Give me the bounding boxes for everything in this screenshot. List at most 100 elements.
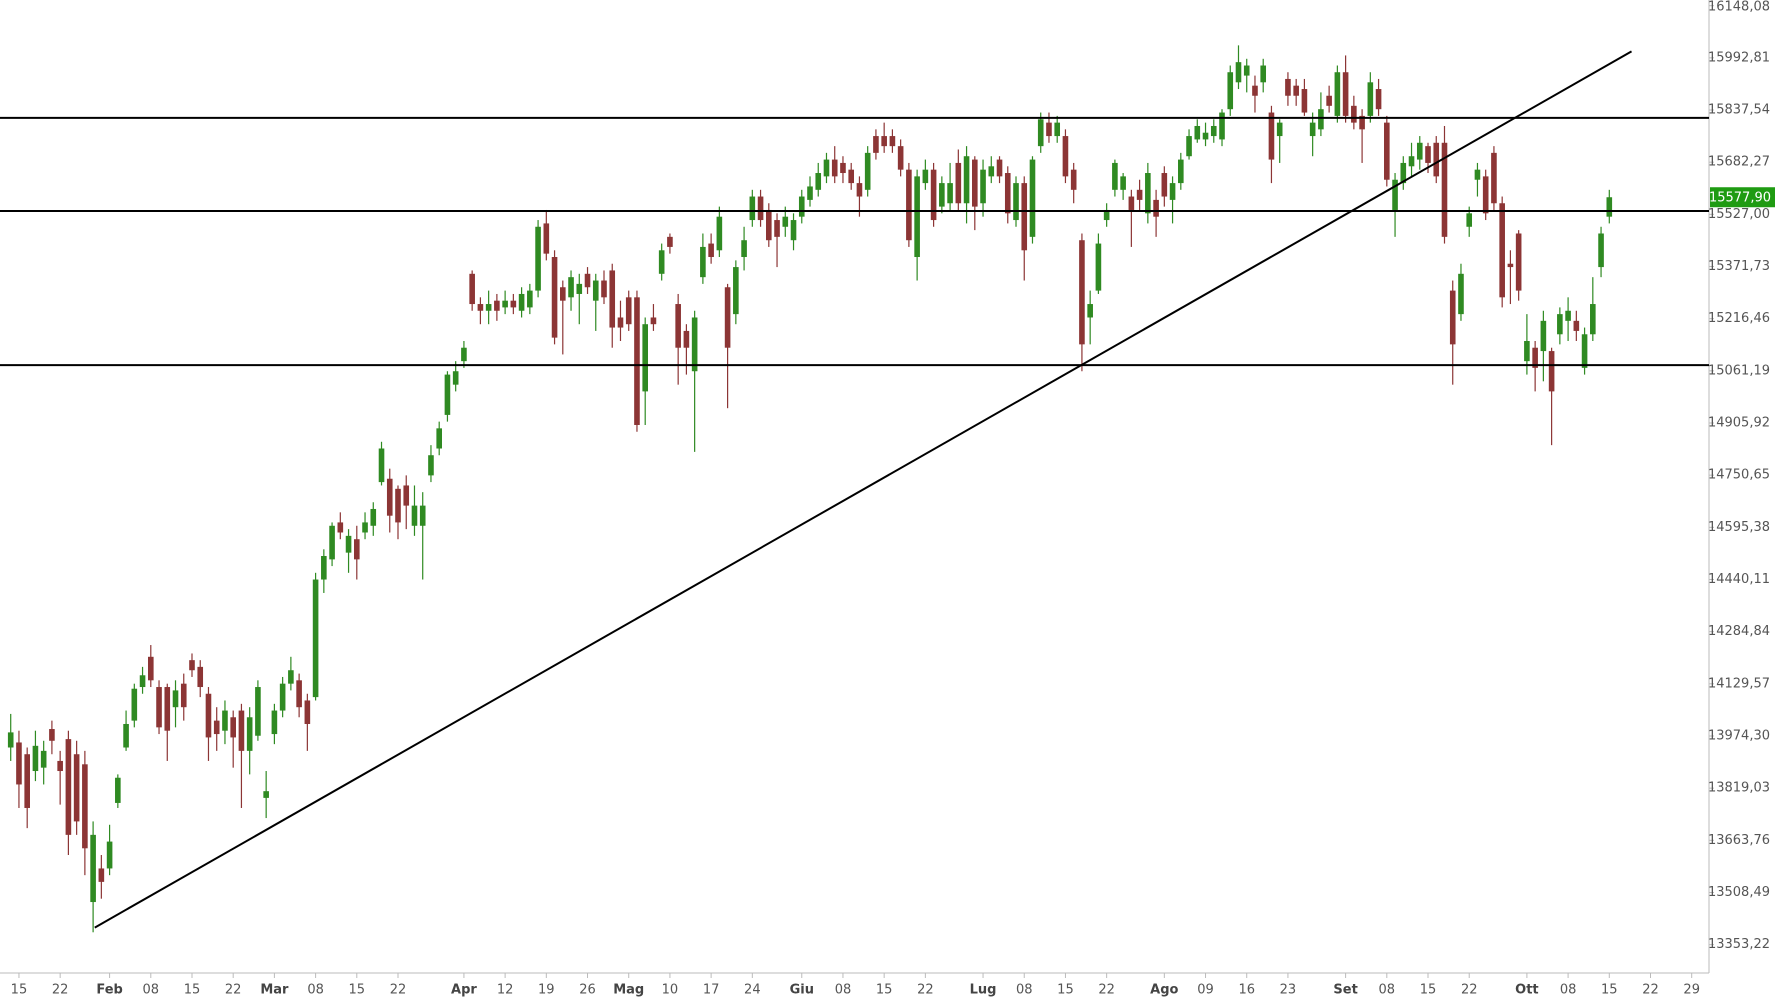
x-tick-label: Mag (613, 983, 644, 998)
x-tick-label: 08 (835, 983, 852, 998)
candle-body (1004, 173, 1011, 214)
y-tick-label: 15527,00 (1708, 207, 1770, 222)
candle-body (1359, 115, 1365, 130)
x-tick-label: 29 (1683, 983, 1700, 998)
candle-body (370, 508, 377, 526)
candle-body (1293, 85, 1299, 96)
candle-body (1433, 142, 1440, 177)
candle-body (189, 660, 195, 671)
candle-body (1145, 173, 1151, 214)
candle-body (469, 273, 475, 305)
candle-body (461, 347, 467, 362)
candle-body (1062, 136, 1069, 177)
candle-body (1210, 125, 1217, 137)
x-tick-label: 22 (917, 983, 934, 998)
candle-body (1079, 240, 1085, 345)
y-tick-label: 15061,19 (1708, 363, 1770, 378)
candle-body (568, 277, 574, 298)
candle-body (1046, 122, 1052, 137)
candle-body (601, 280, 607, 298)
x-tick-label: 22 (1461, 983, 1478, 998)
candle-body (164, 687, 171, 731)
candle-body (675, 304, 681, 348)
x-tick-label: 17 (703, 983, 720, 998)
candle-body (1070, 169, 1077, 190)
x-tick-label: 08 (1016, 983, 1033, 998)
x-tick-label: 08 (143, 983, 160, 998)
candle-body (1532, 347, 1538, 368)
x-tick-label: Set (1333, 983, 1357, 998)
candle-body (667, 236, 673, 247)
candle-body (345, 535, 352, 553)
candles (7, 45, 1613, 933)
y-tick-label: 14750,65 (1708, 468, 1770, 483)
candle-body (1103, 209, 1110, 221)
candle-body (57, 760, 63, 772)
candle-body (444, 374, 451, 415)
y-tick-label: 14440,11 (1708, 572, 1770, 587)
candle-body (766, 209, 772, 241)
candle-body (972, 159, 978, 207)
x-tick-label: 09 (1197, 983, 1214, 998)
x-tick-label: 08 (1379, 983, 1396, 998)
candle-body (436, 428, 442, 449)
candle-body (1515, 233, 1522, 291)
candle-body (856, 183, 863, 197)
x-tick-label: 15 (11, 983, 28, 998)
x-tick-label: 22 (225, 983, 242, 998)
x-tick-label: 19 (538, 983, 555, 998)
candle-body (848, 169, 855, 184)
candle-body (238, 710, 245, 751)
candle-body (881, 136, 887, 147)
candle-body (1252, 85, 1258, 96)
candle-body (576, 283, 583, 294)
candle-body (213, 720, 220, 735)
candle-body (1309, 122, 1316, 137)
candle-body (329, 525, 335, 560)
candle-body (1449, 290, 1456, 345)
candle-body (1565, 310, 1571, 321)
candle-body (914, 176, 920, 258)
candle-body (963, 156, 970, 204)
candle-body (873, 136, 879, 153)
x-tick-label: 23 (1280, 983, 1297, 998)
candle-body (1120, 176, 1126, 190)
x-tick-label: 10 (662, 983, 679, 998)
x-tick-label: Feb (96, 983, 122, 998)
candle-body (1499, 203, 1505, 298)
x-tick-label: 15 (349, 983, 366, 998)
candle-body (1598, 233, 1604, 268)
candle-body (131, 688, 138, 721)
y-tick-label: 15371,73 (1708, 259, 1770, 274)
last-price-tag (1710, 187, 1775, 208)
y-tick-label: 15216,46 (1708, 311, 1770, 326)
candle-body (428, 455, 434, 476)
x-tick-label: 12 (497, 983, 514, 998)
candle-body (172, 690, 179, 708)
candle-body (337, 522, 344, 533)
candle-body (106, 841, 113, 869)
candle-body (691, 317, 698, 372)
candle-body (378, 448, 385, 483)
candle-body (1367, 82, 1374, 116)
y-tick-label: 15992,81 (1708, 50, 1770, 65)
candle-body (1054, 122, 1061, 137)
candle-body (906, 169, 912, 241)
candle-body (1260, 65, 1267, 83)
candle-body (584, 273, 591, 288)
candle-body (32, 745, 39, 772)
candle-body (1524, 340, 1530, 362)
candle-body (263, 791, 269, 798)
candle-body (246, 717, 253, 751)
candle-body (1573, 320, 1580, 331)
candle-body (230, 717, 236, 738)
y-tick-label: 16148,08 (1708, 0, 1770, 15)
candle-body (955, 162, 962, 204)
x-tick-label: Apr (451, 983, 477, 998)
candle-body (559, 287, 566, 301)
candle-body (7, 732, 14, 748)
candle-body (922, 169, 929, 184)
x-tick-label: 15 (1420, 983, 1437, 998)
y-tick-label: 14129,57 (1708, 676, 1770, 691)
